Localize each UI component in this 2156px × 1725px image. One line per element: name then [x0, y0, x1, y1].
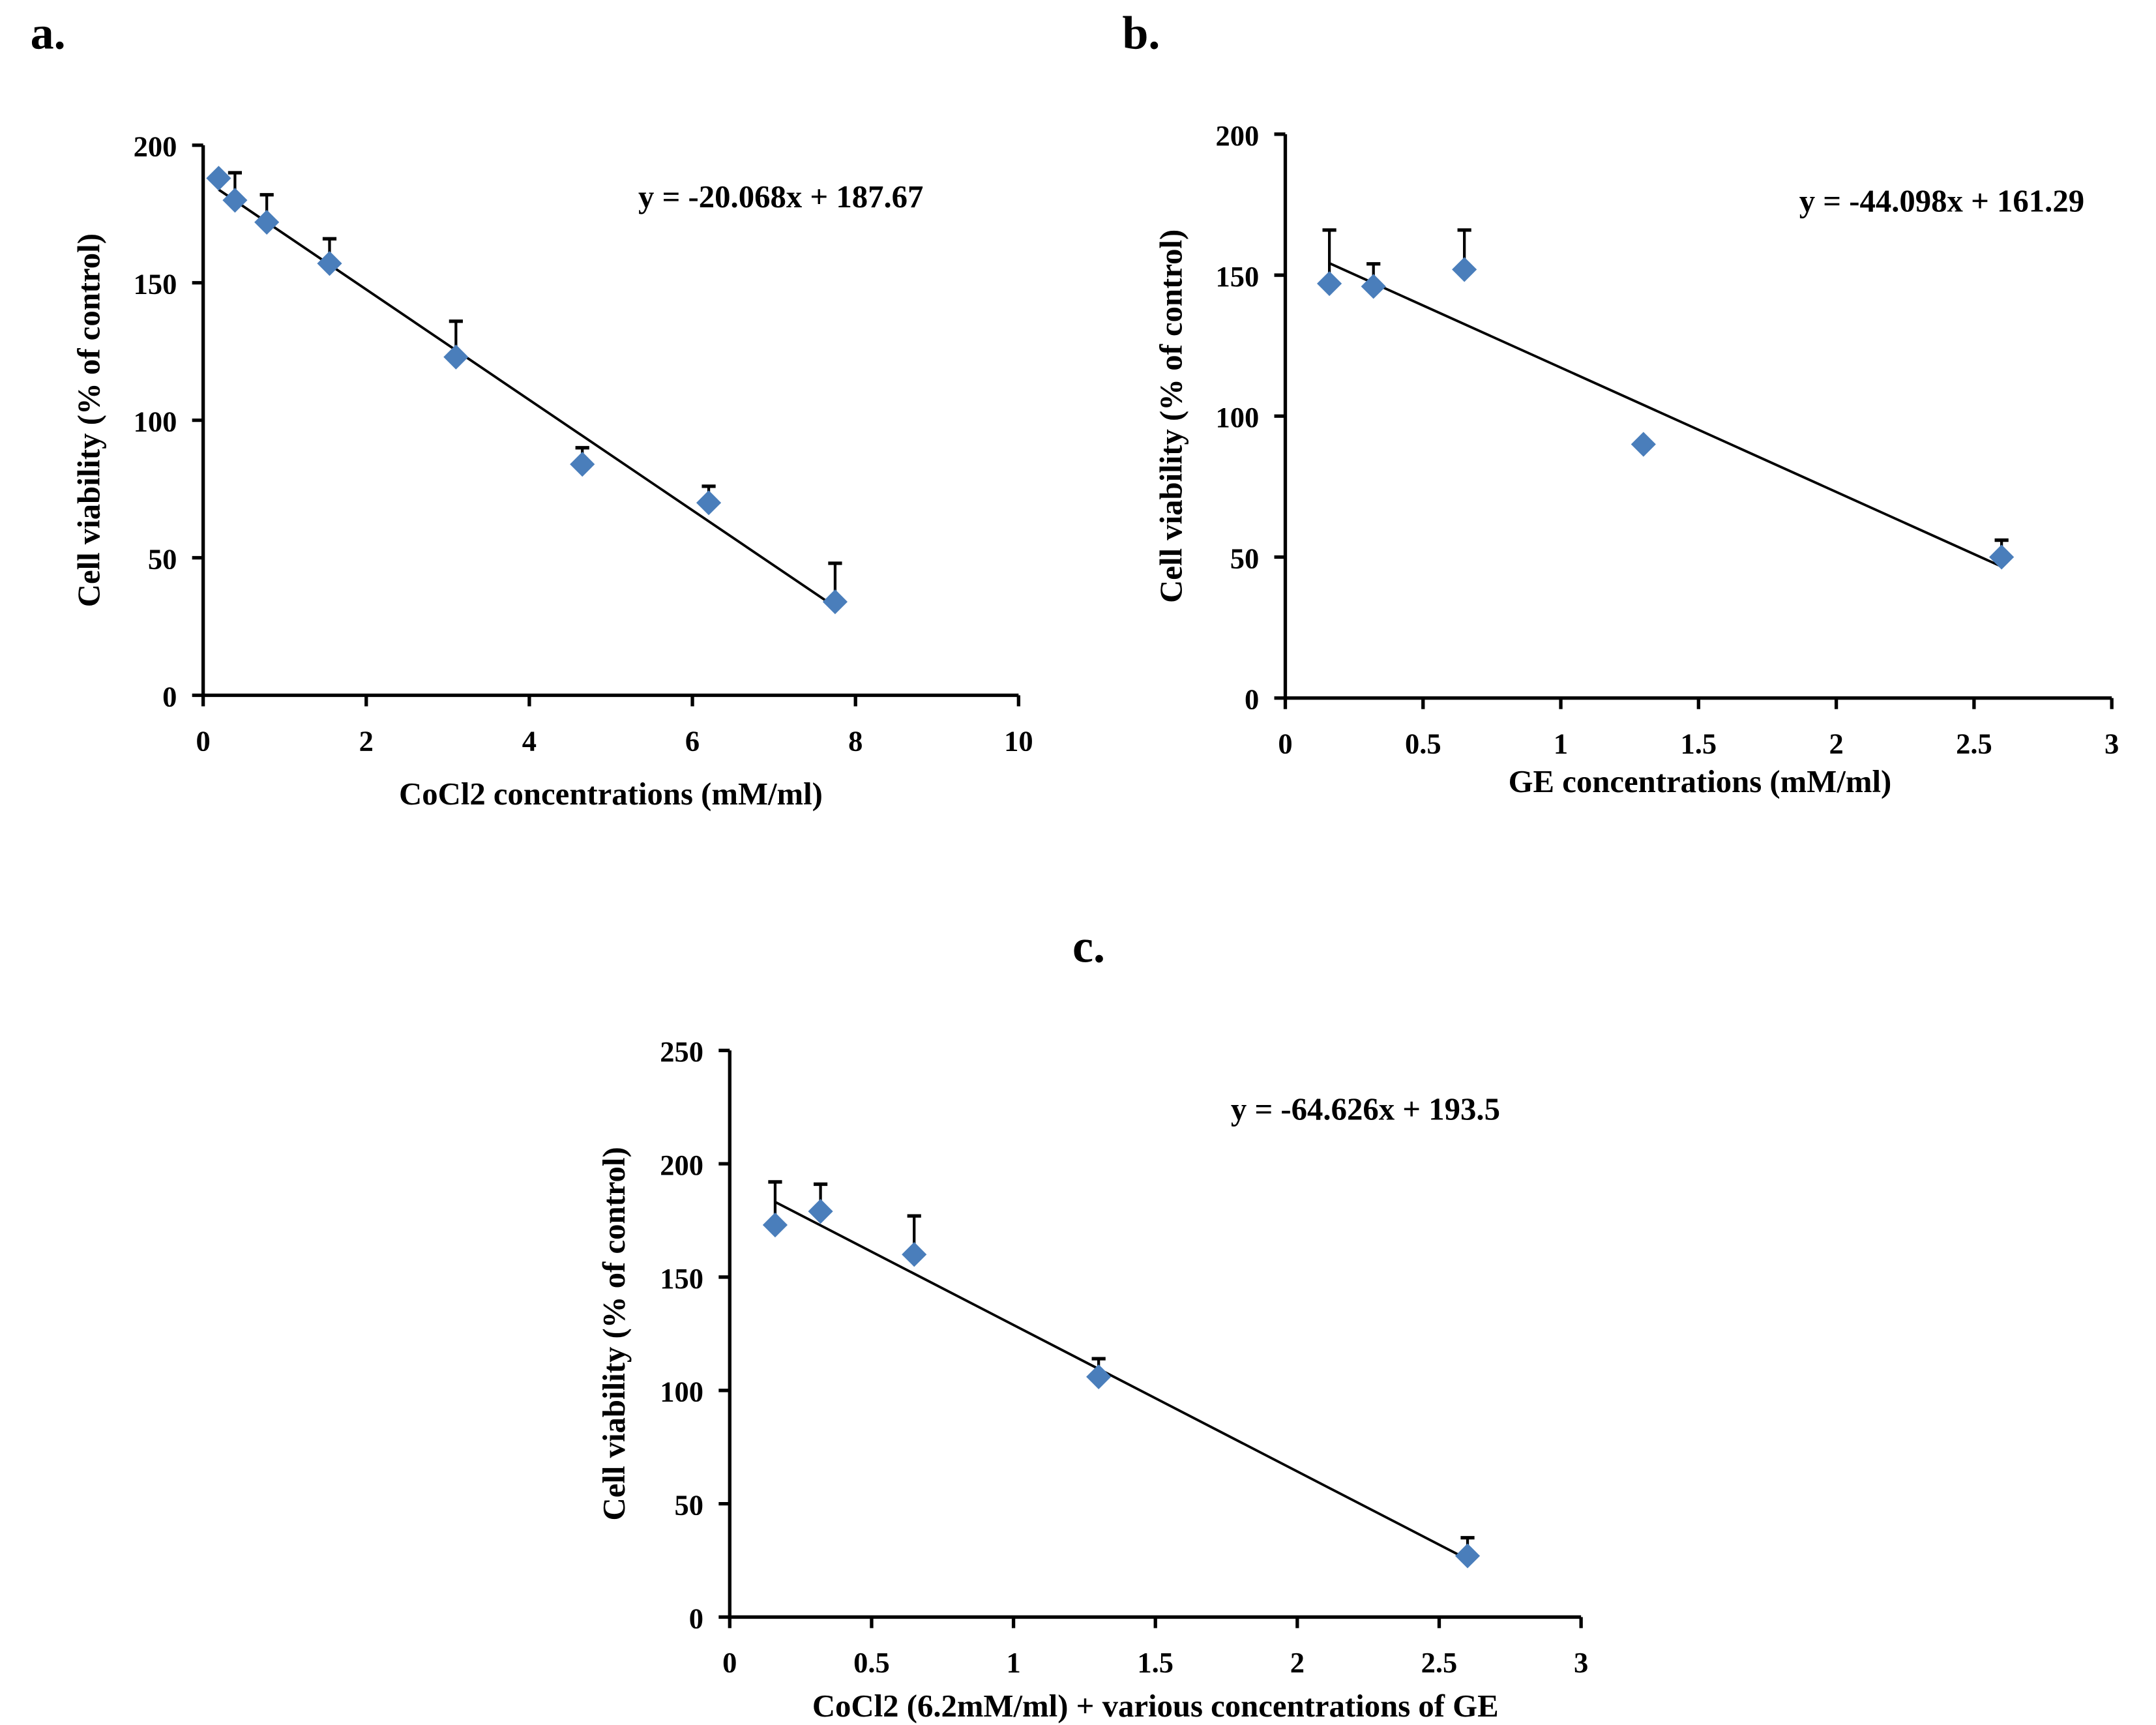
trendline [775, 1200, 1468, 1561]
x-tick-label: 2 [1290, 1646, 1305, 1679]
data-point [1631, 432, 1656, 457]
y-tick-label: 100 [660, 1376, 703, 1408]
x-tick-label: 2.5 [1956, 728, 1992, 760]
x-axis-label: CoCl2 (6.2mM/ml) + various concentration… [812, 1688, 1499, 1724]
x-tick-label: 0.5 [853, 1646, 890, 1679]
data-point [1452, 257, 1477, 282]
x-tick-label: 4 [522, 724, 537, 757]
y-axis-label: Cell viability (% of control) [72, 233, 107, 607]
data-point [443, 344, 469, 370]
panel-label: c. [1072, 921, 1105, 973]
x-tick-label: 2.5 [1421, 1646, 1458, 1679]
data-point [1317, 271, 1342, 297]
data-point [762, 1212, 788, 1238]
x-tick-label: 0.5 [1405, 728, 1441, 760]
x-tick-label: 1 [1554, 728, 1568, 760]
y-tick-label: 100 [134, 405, 177, 438]
data-point [317, 251, 342, 276]
x-tick-label: 0 [1278, 728, 1292, 760]
x-tick-label: 1.5 [1681, 728, 1717, 760]
y-tick-label: 50 [148, 543, 177, 576]
trendline [218, 188, 836, 608]
data-point [808, 1199, 833, 1224]
data-point [1361, 274, 1386, 299]
x-tick-label: 1 [1006, 1646, 1020, 1679]
data-point [206, 166, 231, 191]
x-axis-label: GE concentrations (mM/ml) [1509, 764, 1892, 799]
x-tick-label: 1.5 [1137, 1646, 1174, 1679]
y-tick-label: 50 [1230, 542, 1260, 574]
x-tick-label: 0 [196, 724, 210, 757]
y-tick-label: 50 [675, 1489, 704, 1522]
chart-panel-c: c. 0 0.5 1 1.5 2 2.5 3 0 50 100 150 200 250 CoCl2 (6.2… [597, 921, 1588, 1724]
y-tick-label: 150 [1215, 260, 1259, 293]
data-point [1455, 1543, 1481, 1569]
panel-label: b. [1122, 7, 1160, 59]
x-tick-label: 2 [1829, 728, 1843, 760]
y-tick-label: 100 [1215, 401, 1259, 434]
data-point [902, 1242, 927, 1267]
x-tick-label: 6 [685, 724, 700, 757]
x-axis-label: CoCl2 concentrations (mM/ml) [399, 776, 823, 812]
data-point [254, 209, 280, 235]
x-tick-label: 10 [1004, 724, 1033, 757]
y-tick-label: 250 [660, 1035, 703, 1068]
y-axis-label: Cell viability (% of control) [1153, 229, 1189, 603]
trendline [1329, 262, 2002, 568]
x-tick-label: 8 [848, 724, 863, 757]
y-tick-label: 0 [1245, 683, 1259, 716]
data-point [822, 589, 848, 615]
y-tick-label: 0 [689, 1602, 703, 1634]
data-point [1989, 544, 2015, 570]
y-tick-label: 150 [660, 1262, 703, 1295]
trendline-equation: y = -44.098x + 161.29 [1799, 184, 2084, 219]
y-tick-label: 200 [134, 130, 177, 163]
panel-label: a. [31, 7, 66, 59]
trendline-equation: y = -20.068x + 187.67 [638, 179, 923, 214]
y-tick-label: 0 [162, 680, 177, 713]
chart-panel-b: b. 0 0.5 1 1.5 2 2.5 3 0 50 100 150 200 GE concentrat… [1122, 7, 2119, 799]
trendline-equation: y = -64.626x + 193.5 [1231, 1091, 1500, 1127]
y-tick-label: 200 [660, 1149, 703, 1181]
data-point [1086, 1364, 1112, 1390]
y-axis-label: Cell viability (% of control) [597, 1147, 632, 1520]
x-tick-label: 3 [1574, 1646, 1588, 1679]
data-point [222, 188, 248, 213]
x-tick-label: 3 [2104, 728, 2119, 760]
y-tick-label: 200 [1215, 119, 1259, 152]
x-tick-label: 2 [359, 724, 374, 757]
data-point [570, 452, 595, 477]
data-point [696, 490, 722, 516]
x-tick-label: 0 [722, 1646, 737, 1679]
y-tick-label: 150 [134, 268, 177, 301]
